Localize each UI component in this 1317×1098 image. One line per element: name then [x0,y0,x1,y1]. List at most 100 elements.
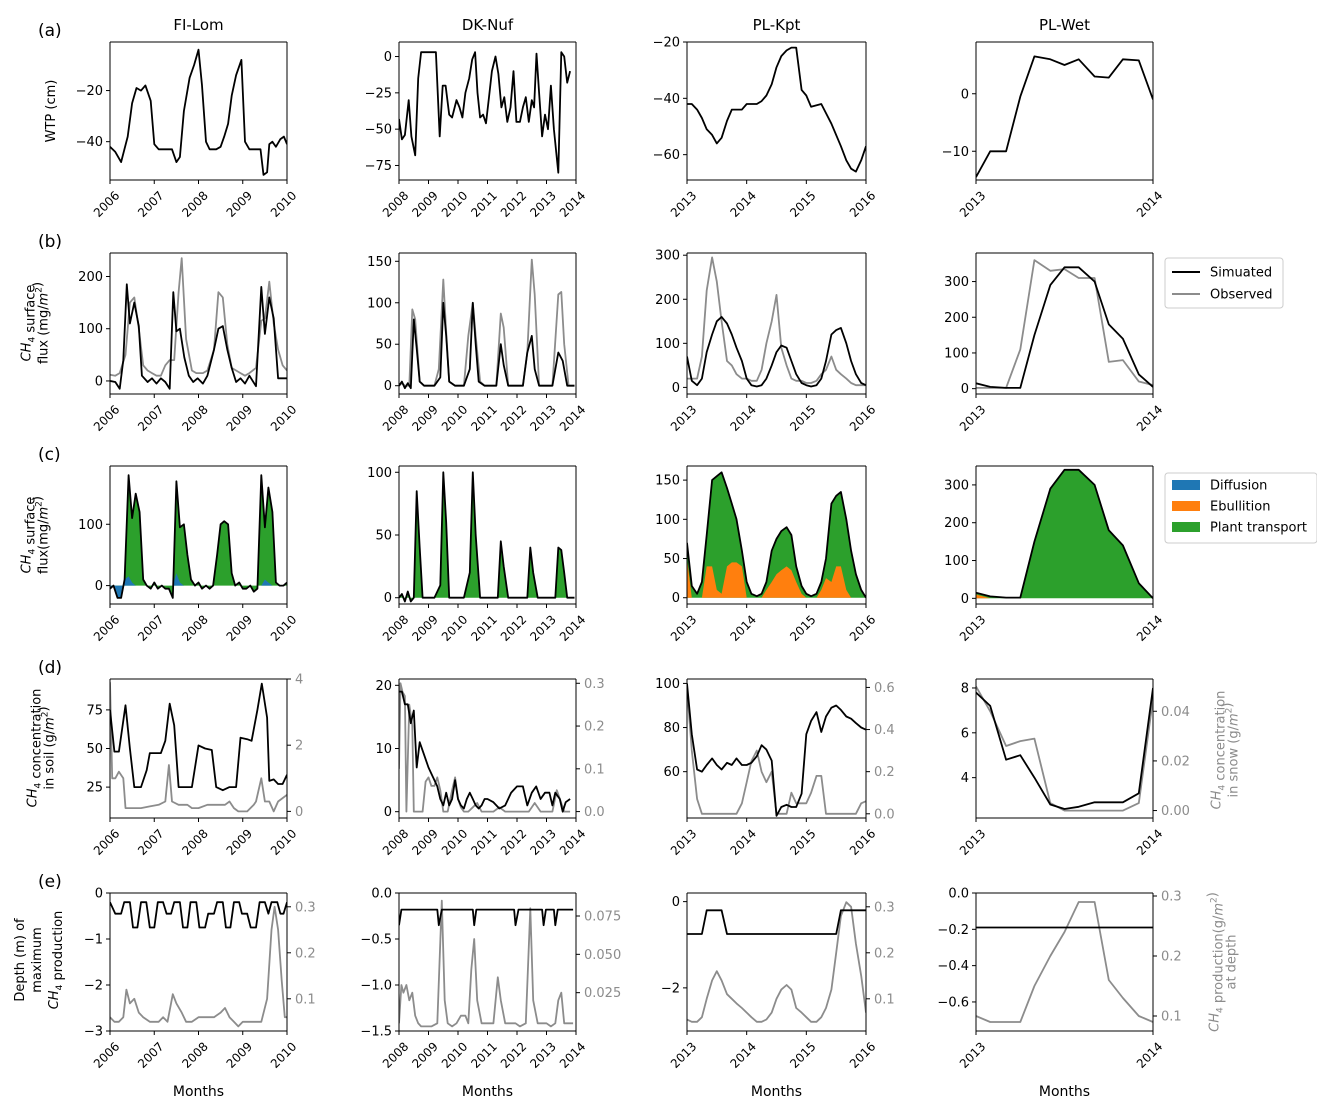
x-tick-label: 2013 [668,1039,699,1070]
ylabel-line: CH4 surface [20,285,39,362]
y-right-tick-label: 0.3 [584,677,605,692]
x-tick-label: 2013 [527,826,558,857]
y-right-tick-label: 4 [295,673,303,688]
total-flux-line [399,471,575,603]
column-title: DK-Nuf [462,16,514,34]
x-tick-label: 2013 [957,402,988,433]
x-tick-label: 2014 [557,826,588,857]
x-tick-label: 2014 [728,402,759,433]
y-tick-label: 100 [944,554,969,569]
x-tick-label: 2016 [847,188,878,219]
x-tick-label: 2009 [224,826,255,857]
y-right-tick-label: 0.2 [1161,950,1182,965]
y-tick-label: −0.6 [937,995,969,1010]
x-tick-label: 2008 [380,826,411,857]
y-tick-label: −2 [661,981,680,996]
y-right-tick-label: 2 [295,739,303,754]
x-tick-label: 2009 [224,1039,255,1070]
x-tick-label: 2007 [135,402,166,433]
y-tick-label: 25 [86,781,103,796]
series-line [110,905,287,1028]
xlabel: Months [462,1084,513,1098]
panel-e-2: −2 0 0.1 0.2 0.3 2013 2014 2015 2016 [661,892,895,1071]
y-tick-label: 0 [961,592,969,607]
x-tick-label: 2009 [409,826,440,857]
x-tick-label: 2008 [179,1039,210,1070]
y-tick-label: 0 [95,374,103,389]
y-tick-label: −40 [76,135,103,150]
x-tick-label: 2013 [668,188,699,219]
panel-e-1: −1.5−1.0−0.50.00.0250.0500.0752008200920… [360,887,621,1071]
x-tick-label: 2010 [439,188,470,219]
y-tick-label: 200 [944,311,969,326]
y-tick-label: 0 [384,591,392,606]
panel-e-0: −3 −2 −1 0 0.1 0.2 0.3 2006 2007 2008 2009 2010 [84,887,316,1071]
ylabel-line: WTP (cm) [44,80,59,143]
plot-area [976,901,1153,1023]
plot-area [976,55,1153,178]
x-tick-label: 2013 [527,1039,558,1070]
y-tick-label: −1.0 [360,979,392,994]
x-tick-label: 2010 [439,1039,470,1070]
x-tick-label: 2016 [847,1039,878,1070]
series-line [399,908,574,927]
y-right-tick-label: 0.2 [584,720,605,735]
y-tick-label: 300 [944,478,969,493]
series-line [687,687,866,815]
x-tick-label: 2014 [728,612,759,643]
y-tick-label: 60 [663,765,680,780]
x-tick-label: 2014 [557,1039,588,1070]
legend-label: Ebullition [1210,500,1270,515]
x-tick-label: 2013 [668,826,699,857]
panel-d-1: 010200.00.10.20.320082009201020112012201… [375,677,604,858]
x-tick-label: 2008 [179,402,210,433]
series-line [399,690,571,813]
series-line [687,683,866,817]
x-tick-label: 2013 [668,402,699,433]
y-tick-label: 50 [375,338,392,353]
y-tick-label: −20 [653,36,680,51]
panel-b-3: 0 100 200 300 2013 2014 [944,252,1165,434]
ylabel-e-right: CH4 production(g/m2)at depth [1206,892,1240,1032]
x-tick-label: 2014 [557,402,588,433]
y-right-tick-label: 0.3 [295,900,316,915]
x-tick-label: 2013 [668,612,699,643]
panel-a-0: −40 −20 2006 2007 2008 2009 2010 [76,41,299,220]
y-right-tick-label: 0.0 [584,805,605,820]
y-tick-label: 8 [961,681,969,696]
plot-area [976,259,1153,389]
panel-b-2: 0 100 200 300 2013 2014 2015 2016 [655,249,878,434]
x-tick-label: 2008 [179,826,210,857]
y-right-tick-label: 0.1 [584,762,605,777]
y-right-tick-label: 0.2 [874,946,895,961]
legend-label: Observed [1210,288,1273,303]
series-line [976,55,1153,178]
x-tick-label: 2014 [557,188,588,219]
y-tick-label: 200 [78,270,103,285]
plot-area [110,257,287,390]
x-tick-label: 2011 [468,402,499,433]
y-tick-label: −1.5 [360,1025,392,1040]
y-tick-label: −20 [76,84,103,99]
x-tick-label: 2009 [409,612,440,643]
series-line [687,901,866,1023]
ylabel-a: WTP (cm) [44,80,59,143]
x-tick-label: 2006 [91,826,122,857]
plot-area [976,468,1153,599]
x-tick-label: 2009 [409,1039,440,1070]
plot-area [399,471,575,603]
x-tick-label: 2013 [957,826,988,857]
x-tick-label: 2014 [1134,612,1165,643]
y-tick-label: 100 [78,322,103,337]
plot-area [399,51,571,174]
y-tick-label: 100 [655,677,680,692]
x-tick-label: 2009 [224,612,255,643]
y-tick-label: 150 [367,255,392,270]
ylabel-line: Depth (m) of [13,918,28,1002]
panel-e-3: −0.6 −0.4 −0.2 0.0 0.1 0.2 0.3 2013 2014 [937,887,1181,1071]
x-tick-label: 2016 [847,826,878,857]
y-tick-label: 100 [944,346,969,361]
y-tick-label: 200 [944,516,969,531]
